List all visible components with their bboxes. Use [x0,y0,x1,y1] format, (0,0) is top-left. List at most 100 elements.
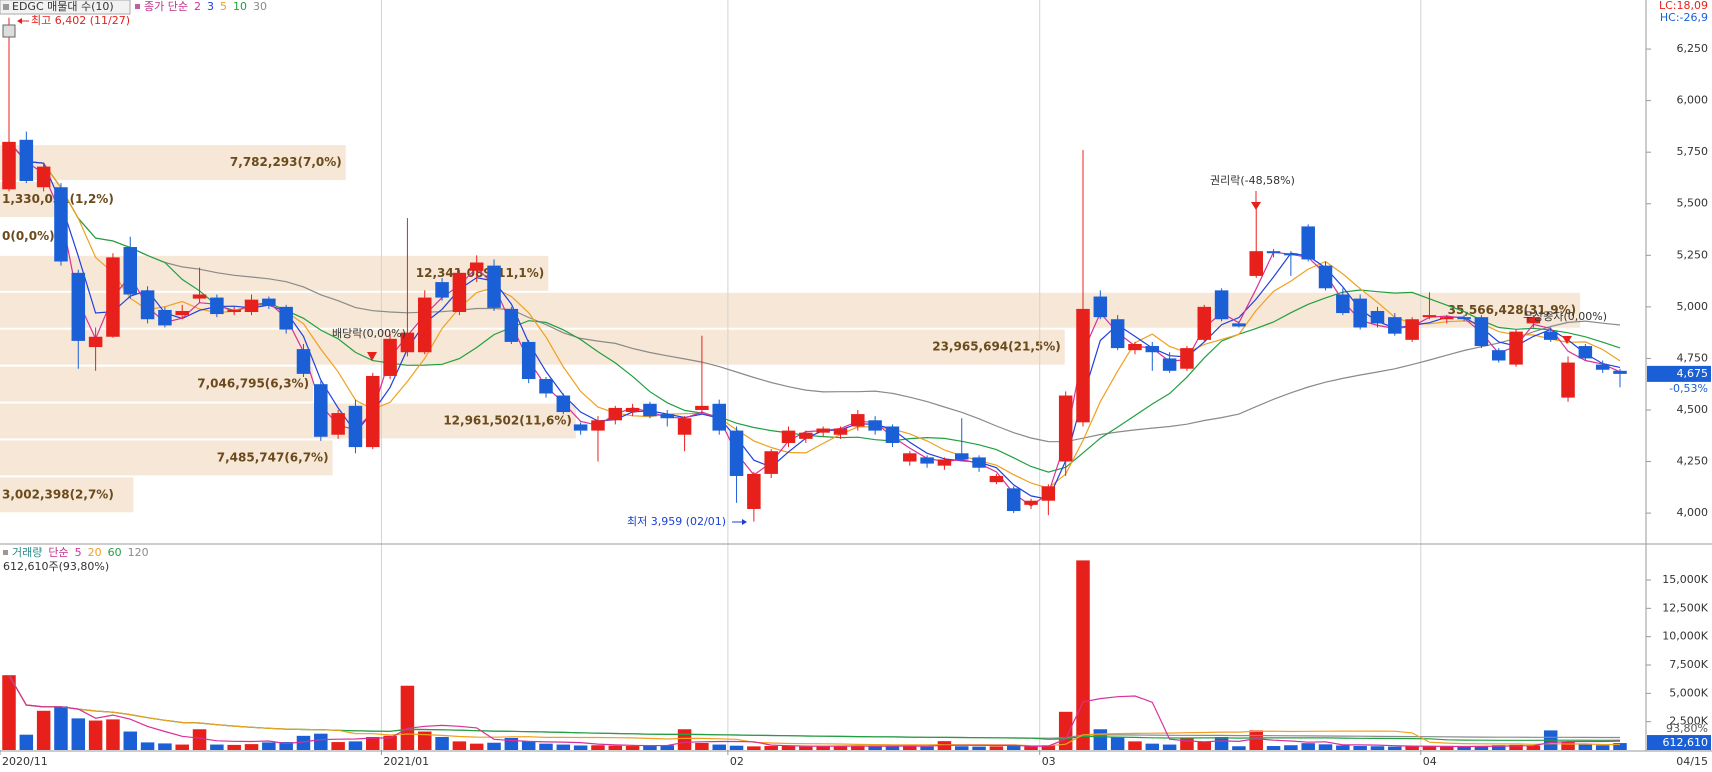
event-arrow [1562,336,1572,344]
candle-body [1457,317,1471,320]
legend-item: 10 [233,0,247,13]
candle-body [1370,310,1385,324]
legend-item: 30 [253,0,267,13]
legend-item: 120 [128,546,149,559]
candle-body [729,430,744,476]
candle-body [348,405,363,448]
volume-ma-line [8,674,1621,748]
candle-body [937,459,952,466]
candle-body [19,139,34,182]
candle-body [1353,298,1367,328]
volume-bar [1509,744,1523,750]
volume-bar [36,710,51,750]
volume-bar [1422,745,1437,750]
volume-bar [695,742,709,750]
volume-bar [1180,737,1194,750]
candle-body [851,414,865,427]
volume-bar [677,729,692,750]
candle-body [1405,319,1419,340]
grid [380,0,1422,750]
candle-body [1232,323,1246,327]
legend-icon [135,4,140,9]
volume-bar [643,745,657,750]
candle-body [712,403,726,431]
candle-body [140,290,155,320]
profile-label: 12,341,089(11,1%) [416,266,545,280]
candle-body [383,338,397,376]
candle-body [331,413,345,435]
high-label: 최고 6,402 (11/27) [31,14,130,27]
candle-body [1561,362,1575,398]
legend-title: EDGC 매물대 수(10) [12,0,114,13]
event-label: 배당락(0,00%) [332,327,406,340]
volume-bar [1249,730,1263,750]
volume-bar [140,742,155,750]
candle-body [521,341,536,380]
volume-bar [1578,744,1593,750]
volume-bar [1076,560,1090,750]
volume-profile: 3,002,398(2,7%) 7,485,747(6,7%) 12,961,502… [0,145,1581,513]
volume-bar [452,741,467,750]
y-tick-label: 6,250 [1677,42,1709,55]
candle-body [556,395,571,413]
volume-bar [885,746,900,750]
lc-label: LC:18,09 [1659,0,1708,12]
volume-bar [591,745,605,750]
volume-pct-label: 93,80% [1666,722,1708,735]
candle-body [677,418,692,435]
legend-item: 20 [88,546,102,559]
volume-bar [851,745,865,750]
y-tick-label: 12,500K [1662,601,1708,614]
volume-bar [573,745,588,750]
volume-plot [2,560,1627,750]
hc-label: HC:-26,9 [1660,11,1708,24]
volume-bar [1197,741,1212,750]
volume-bar [1561,742,1575,750]
candle-body [1491,350,1506,361]
profile-bar [0,145,346,181]
candle-body [643,403,657,417]
y-tick-label: 4,250 [1677,455,1709,468]
candle-body [487,265,501,308]
event-arrow [1251,202,1261,210]
volume-bar [435,736,449,750]
legend-item: 거래량 [12,546,42,559]
candle-body [781,430,796,443]
legend-item: 종가 단순 [144,0,188,13]
volume-bar [1440,746,1454,750]
volume-bar [417,731,432,750]
legend-icon [3,4,9,10]
candle-body [1474,317,1489,347]
event-arrow [367,352,377,361]
candle-body [1024,500,1038,505]
candle-body [573,424,588,431]
candle-body [1180,348,1194,369]
candle-body [452,272,467,313]
ma-legend: 종가 단순 2 3 5 10 30 [144,0,267,13]
volume-bar [1388,746,1402,750]
candle-body [816,428,830,433]
volume-bar [400,685,415,750]
candle-body [417,297,432,353]
candle-body [210,297,224,315]
volume-bar [1162,744,1177,750]
volume-bar [1595,745,1610,750]
volume-bar [1128,741,1142,750]
arrowhead [17,18,22,24]
volume-bar [625,746,640,750]
x-tick-label: 04 [1423,755,1437,768]
candle-body [106,257,120,337]
volume-bar [1318,744,1333,750]
y-tick-label: 5,750 [1677,145,1709,158]
candle-body [2,141,16,190]
legend-item: 2 [194,0,201,13]
profile-label: 0(0,0%) [2,229,55,243]
y-tick-label: 6,000 [1677,94,1709,107]
y-tick-label: 10,000K [1662,630,1708,643]
candle-body [591,420,605,431]
candle-body [1595,364,1610,370]
candle-body [71,272,86,341]
low-label: 최저 3,959 (02/01) [627,515,726,528]
y-tick-label: 15,000K [1662,573,1708,586]
